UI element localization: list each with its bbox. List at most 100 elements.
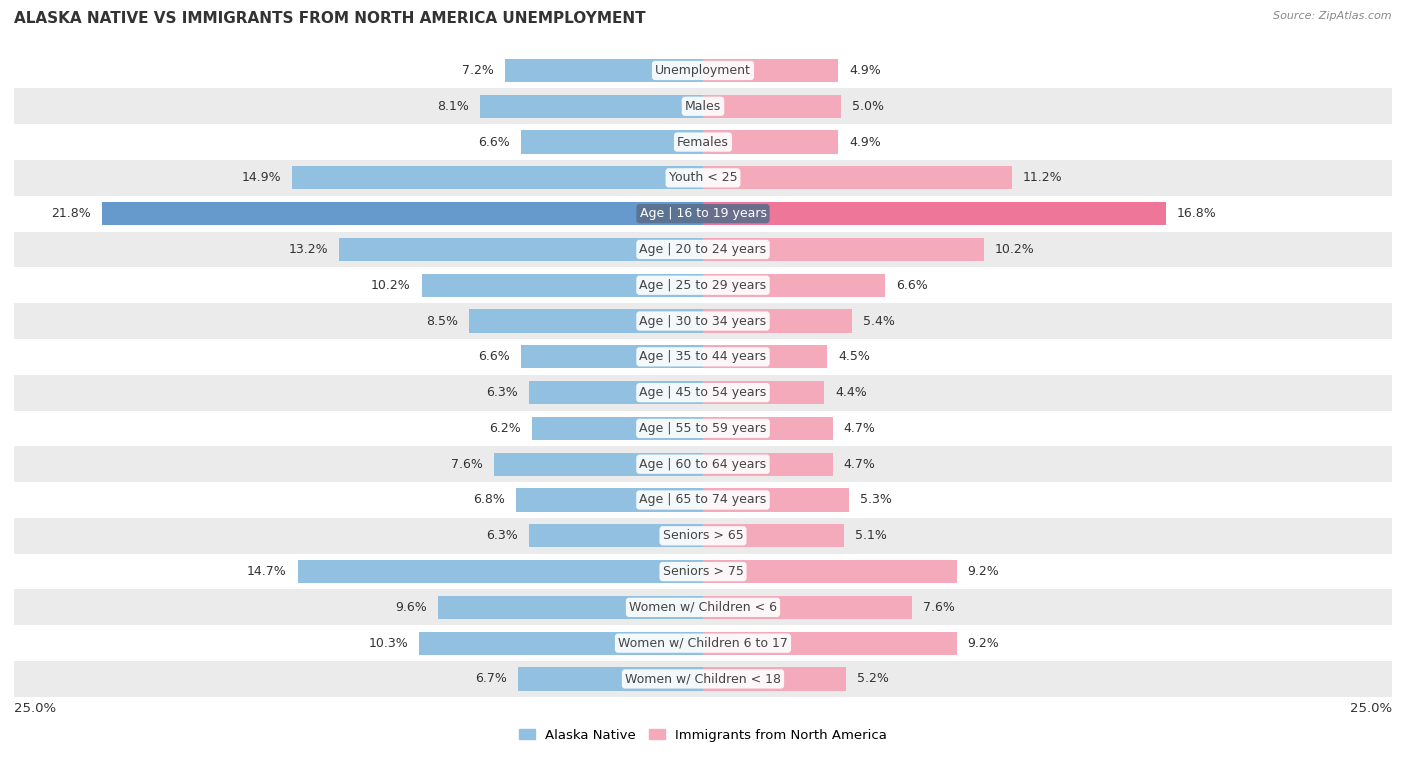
Text: Females: Females — [678, 136, 728, 148]
Bar — [14, 52, 1392, 89]
Bar — [703, 381, 824, 404]
Bar — [14, 590, 1392, 625]
Text: 5.0%: 5.0% — [852, 100, 884, 113]
Text: 9.6%: 9.6% — [395, 601, 427, 614]
Text: 6.8%: 6.8% — [472, 494, 505, 506]
Bar — [14, 124, 1392, 160]
Bar — [703, 453, 832, 476]
Text: 9.2%: 9.2% — [967, 565, 1000, 578]
Text: ALASKA NATIVE VS IMMIGRANTS FROM NORTH AMERICA UNEMPLOYMENT: ALASKA NATIVE VS IMMIGRANTS FROM NORTH A… — [14, 11, 645, 26]
Text: 6.2%: 6.2% — [489, 422, 522, 435]
Text: 14.9%: 14.9% — [242, 171, 281, 185]
Text: Source: ZipAtlas.com: Source: ZipAtlas.com — [1274, 11, 1392, 21]
Bar — [14, 447, 1392, 482]
Text: 4.7%: 4.7% — [844, 458, 876, 471]
Bar — [479, 95, 703, 118]
Bar — [522, 130, 703, 154]
Bar — [703, 560, 956, 583]
Bar — [703, 95, 841, 118]
Text: 10.3%: 10.3% — [368, 637, 408, 650]
Bar — [703, 345, 827, 369]
Bar — [439, 596, 703, 619]
Bar — [703, 59, 838, 82]
Text: Women w/ Children < 6: Women w/ Children < 6 — [628, 601, 778, 614]
Bar — [14, 661, 1392, 697]
Bar — [468, 310, 703, 332]
Text: 4.5%: 4.5% — [838, 350, 870, 363]
Text: 16.8%: 16.8% — [1177, 207, 1216, 220]
Bar — [703, 273, 884, 297]
Bar — [703, 310, 852, 332]
Text: 13.2%: 13.2% — [288, 243, 328, 256]
Text: 4.7%: 4.7% — [844, 422, 876, 435]
Text: 6.6%: 6.6% — [896, 279, 928, 291]
Text: Women w/ Children 6 to 17: Women w/ Children 6 to 17 — [619, 637, 787, 650]
Text: Women w/ Children < 18: Women w/ Children < 18 — [626, 672, 780, 685]
Bar — [505, 59, 703, 82]
Bar — [703, 524, 844, 547]
Text: Age | 25 to 29 years: Age | 25 to 29 years — [640, 279, 766, 291]
Bar — [14, 267, 1392, 303]
Bar — [703, 238, 984, 261]
Bar — [14, 518, 1392, 553]
Bar — [14, 482, 1392, 518]
Bar — [419, 631, 703, 655]
Text: 5.2%: 5.2% — [858, 672, 889, 685]
Bar — [14, 553, 1392, 590]
Text: Age | 45 to 54 years: Age | 45 to 54 years — [640, 386, 766, 399]
Text: 5.1%: 5.1% — [855, 529, 886, 542]
Text: 10.2%: 10.2% — [995, 243, 1035, 256]
Text: 21.8%: 21.8% — [52, 207, 91, 220]
Text: Age | 60 to 64 years: Age | 60 to 64 years — [640, 458, 766, 471]
Bar — [703, 202, 1166, 226]
Text: Age | 30 to 34 years: Age | 30 to 34 years — [640, 314, 766, 328]
Legend: Alaska Native, Immigrants from North America: Alaska Native, Immigrants from North Ame… — [513, 723, 893, 747]
Text: 5.3%: 5.3% — [860, 494, 891, 506]
Text: 10.2%: 10.2% — [371, 279, 411, 291]
Bar — [703, 596, 912, 619]
Text: 8.1%: 8.1% — [437, 100, 468, 113]
Bar — [703, 417, 832, 440]
Text: 6.6%: 6.6% — [478, 136, 510, 148]
Bar — [703, 668, 846, 690]
Text: Unemployment: Unemployment — [655, 64, 751, 77]
Bar — [14, 303, 1392, 339]
Text: 7.6%: 7.6% — [924, 601, 955, 614]
Bar — [531, 417, 703, 440]
Bar — [14, 160, 1392, 196]
Text: 4.9%: 4.9% — [849, 136, 880, 148]
Bar — [703, 631, 956, 655]
Text: Seniors > 75: Seniors > 75 — [662, 565, 744, 578]
Text: 6.6%: 6.6% — [478, 350, 510, 363]
Text: 6.3%: 6.3% — [486, 386, 519, 399]
Bar — [14, 232, 1392, 267]
Bar — [14, 375, 1392, 410]
Text: 4.4%: 4.4% — [835, 386, 868, 399]
Text: 25.0%: 25.0% — [14, 702, 56, 715]
Bar — [703, 167, 1012, 189]
Text: 14.7%: 14.7% — [247, 565, 287, 578]
Bar — [703, 488, 849, 512]
Text: Age | 20 to 24 years: Age | 20 to 24 years — [640, 243, 766, 256]
Text: 5.4%: 5.4% — [863, 314, 894, 328]
Bar — [422, 273, 703, 297]
Bar — [14, 89, 1392, 124]
Text: Males: Males — [685, 100, 721, 113]
Bar — [703, 130, 838, 154]
Text: 11.2%: 11.2% — [1022, 171, 1063, 185]
Bar — [14, 339, 1392, 375]
Bar — [14, 196, 1392, 232]
Text: Age | 65 to 74 years: Age | 65 to 74 years — [640, 494, 766, 506]
Text: 6.7%: 6.7% — [475, 672, 508, 685]
Bar — [14, 410, 1392, 447]
Text: 4.9%: 4.9% — [849, 64, 880, 77]
Text: 8.5%: 8.5% — [426, 314, 458, 328]
Text: 9.2%: 9.2% — [967, 637, 1000, 650]
Bar — [292, 167, 703, 189]
Bar — [103, 202, 703, 226]
Text: Age | 35 to 44 years: Age | 35 to 44 years — [640, 350, 766, 363]
Text: 25.0%: 25.0% — [1350, 702, 1392, 715]
Bar — [530, 524, 703, 547]
Text: 6.3%: 6.3% — [486, 529, 519, 542]
Bar — [494, 453, 703, 476]
